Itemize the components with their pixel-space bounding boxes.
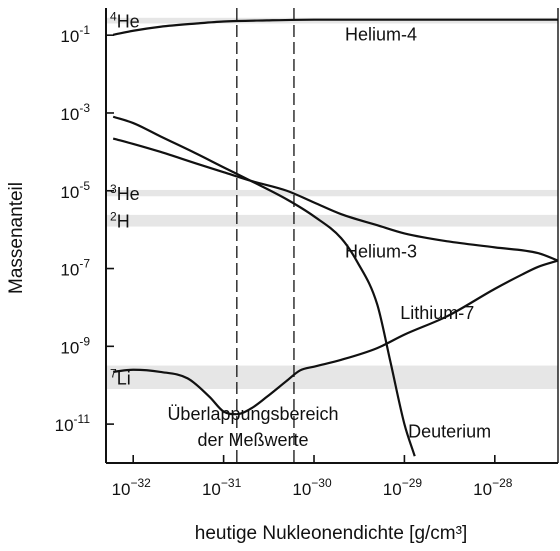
curve-label-helium-4: Helium-4 <box>345 25 417 45</box>
band-li7 <box>106 365 558 389</box>
chart-labels: Helium-4 Helium-3 Lithium-7 Deuterium Überla… <box>167 25 491 450</box>
curve-lithium-7 <box>113 259 559 416</box>
isotope-bands: 4He 3He 2H 7Li <box>106 10 558 389</box>
x-tick-label-5: 10−28 <box>473 476 513 499</box>
plot-frame <box>105 8 559 464</box>
curve-label-helium-3: Helium-3 <box>345 242 417 262</box>
x-axis-title: heutige Nukleonendichte [g/cm³] <box>195 523 468 544</box>
band-label-he3: 3He <box>110 182 140 204</box>
curve-deuterium <box>112 115 416 457</box>
curve-label-lithium-7: Lithium-7 <box>400 303 474 323</box>
y-tick-label-1: 10-1 <box>60 23 90 46</box>
x-axis-ticks: 10−32 10−31 10−30 10−29 10−28 <box>112 455 513 499</box>
y-tick-label-5: 10-9 <box>60 334 90 357</box>
curve-label-deuterium: Deuterium <box>408 422 491 442</box>
x-tick-label-4: 10−29 <box>383 476 423 499</box>
y-tick-label-3: 10-5 <box>60 179 90 202</box>
y-tick-label-2: 10-3 <box>60 101 90 124</box>
band-h2 <box>106 214 558 227</box>
y-tick-label-4: 10-7 <box>60 257 90 280</box>
curve-helium-4 <box>112 18 558 36</box>
x-tick-label-1: 10−32 <box>112 476 152 499</box>
band-label-h2: 2H <box>110 210 130 232</box>
y-axis-ticks: 10-1 10-3 10-5 10-7 10-9 10-11 <box>55 23 114 435</box>
band-he3 <box>106 189 558 197</box>
x-tick-label-3: 10−30 <box>292 476 332 499</box>
overlap-annotation-line-1: Überlappungsbereich <box>167 404 338 424</box>
x-tick-label-2: 10−31 <box>202 476 242 499</box>
abundance-curves <box>112 18 559 457</box>
y-tick-label-6: 10-11 <box>55 412 91 435</box>
y-axis-title: Massenanteil <box>6 182 27 294</box>
curve-helium-3 <box>112 137 559 262</box>
band-label-he4: 4He <box>110 10 140 32</box>
band-label-li7: 7Li <box>110 366 131 388</box>
overlap-region-lines <box>236 8 295 463</box>
overlap-annotation-line-2: der Meßwerte <box>197 430 308 450</box>
